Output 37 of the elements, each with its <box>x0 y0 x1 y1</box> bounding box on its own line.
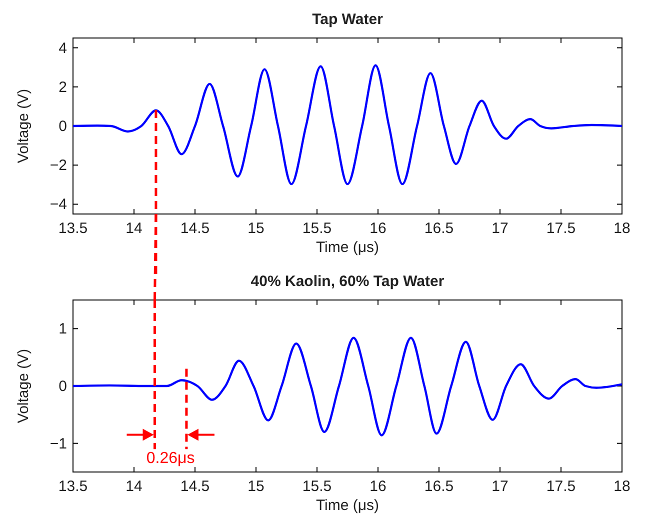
chart-title: 40% Kaolin, 60% Tap Water <box>250 273 444 290</box>
x-tick-label: 13.5 <box>58 478 88 495</box>
x-tick-label: 13.5 <box>58 220 88 237</box>
x-tick-label: 14 <box>126 478 142 495</box>
x-tick-label: 16 <box>370 478 386 495</box>
y-tick-label: −4 <box>50 196 67 214</box>
chart-title: Tap Water <box>312 11 384 28</box>
x-tick-label: 15.5 <box>302 478 332 495</box>
x-tick-label: 16.5 <box>424 220 454 237</box>
y-tick-label: −1 <box>50 435 67 452</box>
y-axis-title: Voltage (V) <box>15 348 32 424</box>
line-series <box>72 64 624 186</box>
y-tick-label: 0 <box>58 118 67 135</box>
x-tick-label: 14.5 <box>180 478 210 495</box>
x-tick-label: 16 <box>370 220 386 237</box>
x-tick-label: 17 <box>492 220 508 237</box>
x-tick-label: 18 <box>614 478 630 495</box>
x-tick-label: 14 <box>126 220 142 237</box>
x-tick-label: 14.5 <box>180 220 210 237</box>
x-tick-label: 15 <box>248 478 264 495</box>
x-tick-label: 15 <box>248 220 264 237</box>
x-tick-label: 17 <box>492 478 508 495</box>
y-tick-label: 0 <box>58 378 67 395</box>
y-tick-label: 1 <box>58 320 67 338</box>
y-tick-label: 2 <box>58 78 67 96</box>
x-tick-label: 17.5 <box>546 220 576 237</box>
x-tick-label: 17.5 <box>546 478 576 495</box>
y-axis-title: Voltage (V) <box>15 88 32 164</box>
x-axis-title: Time (μs) <box>316 497 380 514</box>
line-series <box>72 336 624 436</box>
y-tick-label: −2 <box>50 157 67 174</box>
x-tick-label: 15.5 <box>302 220 332 237</box>
x-tick-label: 16.5 <box>424 478 454 495</box>
y-tick-label: 4 <box>58 40 67 57</box>
annotation: 0.26μs <box>146 450 195 468</box>
x-tick-label: 18 <box>614 220 630 237</box>
x-axis-title: Time (μs) <box>316 239 380 256</box>
